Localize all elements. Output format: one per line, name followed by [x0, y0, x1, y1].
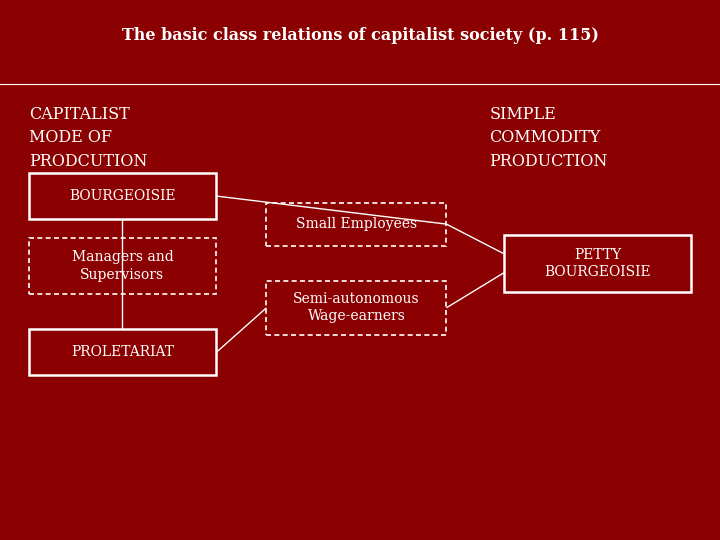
FancyBboxPatch shape [29, 329, 216, 375]
FancyBboxPatch shape [29, 238, 216, 294]
Text: SIMPLE
COMMODITY
PRODUCTION: SIMPLE COMMODITY PRODUCTION [490, 106, 608, 170]
FancyBboxPatch shape [266, 281, 446, 335]
Text: CAPITALIST
MODE OF
PRODCUTION: CAPITALIST MODE OF PRODCUTION [29, 106, 147, 170]
Text: Managers and
Supervisors: Managers and Supervisors [71, 251, 174, 281]
Text: PROLETARIAT: PROLETARIAT [71, 346, 174, 359]
FancyBboxPatch shape [266, 202, 446, 246]
Text: Small Employees: Small Employees [296, 217, 417, 231]
Text: The basic class relations of capitalist society (p. 115): The basic class relations of capitalist … [122, 26, 598, 44]
Text: Semi-autonomous
Wage-earners: Semi-autonomous Wage-earners [293, 292, 420, 323]
FancyBboxPatch shape [504, 235, 691, 292]
FancyBboxPatch shape [29, 173, 216, 219]
Text: PETTY
BOURGEOISIE: PETTY BOURGEOISIE [544, 248, 651, 279]
Text: BOURGEOISIE: BOURGEOISIE [69, 189, 176, 202]
